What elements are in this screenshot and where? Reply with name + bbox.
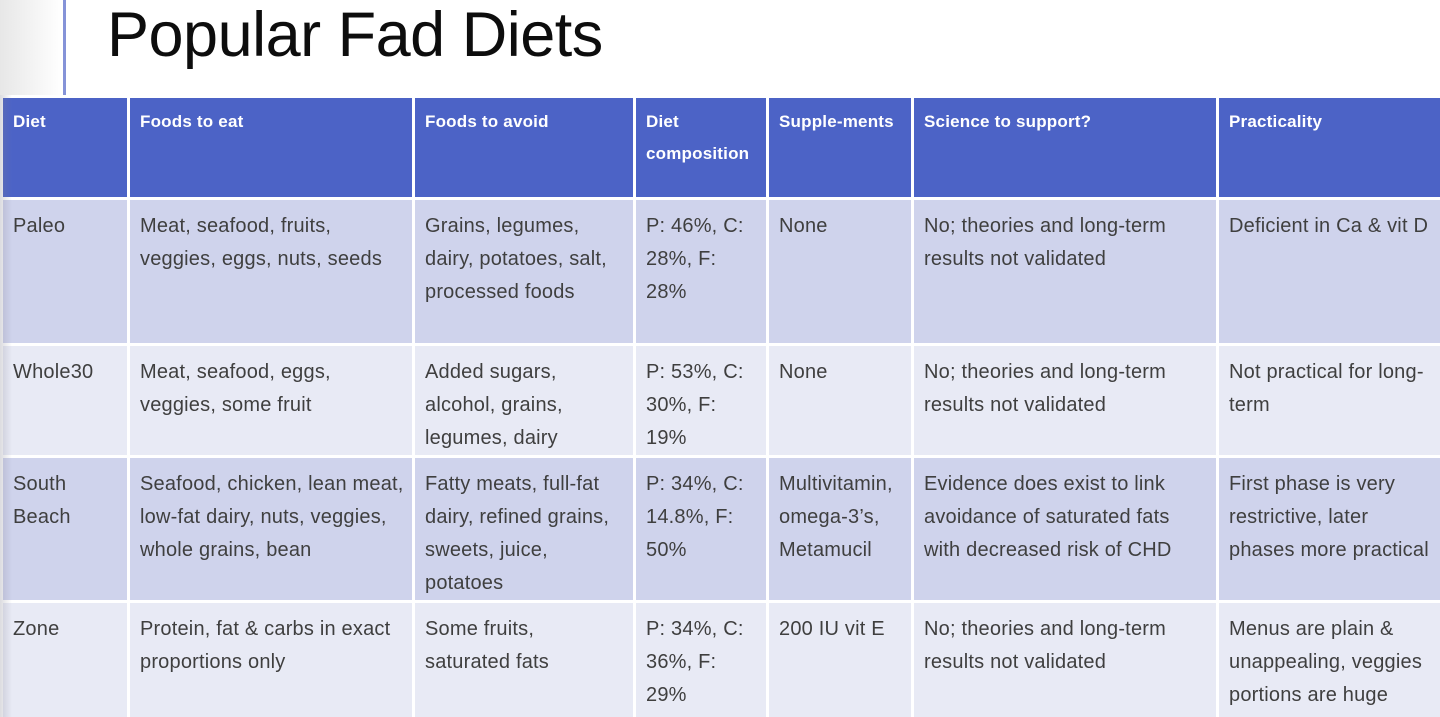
cell-science: No; theories and long-term results not v… — [911, 600, 1219, 717]
cell-diet-composition: P: 34%, C: 14.8%, F: 50% — [633, 455, 769, 603]
cell-diet-name: Zone — [0, 600, 130, 717]
column-header-diet-composition: Diet composition — [633, 95, 769, 200]
cell-science: Evidence does exist to link avoidance of… — [911, 455, 1219, 603]
table-row-paleo: Paleo Meat, seafood, fruits, veggies, eg… — [0, 197, 1440, 346]
table-row-south-beach: South Beach Seafood, chicken, lean meat,… — [0, 455, 1440, 603]
cell-practicality: Deficient in Ca & vit D — [1216, 197, 1440, 346]
cell-diet-composition: P: 46%, C: 28%, F: 28% — [633, 197, 769, 346]
column-header-science: Science to support? — [911, 95, 1219, 200]
column-header-diet: Diet — [0, 95, 130, 200]
cell-practicality: Menus are plain & unappealing, veggies p… — [1216, 600, 1440, 717]
cell-science: No; theories and long-term results not v… — [911, 197, 1219, 346]
cell-science: No; theories and long-term results not v… — [911, 343, 1219, 458]
column-header-supplements: Supple-ments — [766, 95, 914, 200]
title-accent-rule — [63, 0, 66, 95]
cell-foods-to-avoid: Some fruits, saturated fats — [412, 600, 636, 717]
cell-foods-to-eat: Meat, seafood, fruits, veggies, eggs, nu… — [127, 197, 415, 346]
column-header-foods-to-eat: Foods to eat — [127, 95, 415, 200]
cell-foods-to-eat: Protein, fat & carbs in exact proportion… — [127, 600, 415, 717]
cell-diet-name: South Beach — [0, 455, 130, 603]
cell-foods-to-avoid: Added sugars, alcohol, grains, legumes, … — [412, 343, 636, 458]
cell-supplements: None — [766, 343, 914, 458]
cell-supplements: 200 IU vit E — [766, 600, 914, 717]
cell-diet-name: Whole30 — [0, 343, 130, 458]
cell-supplements: None — [766, 197, 914, 346]
cell-foods-to-eat: Meat, seafood, eggs, veggies, some fruit — [127, 343, 415, 458]
table-header-row: Diet Foods to eat Foods to avoid Diet co… — [0, 95, 1440, 200]
cell-foods-to-eat: Seafood, chicken, lean meat, low-fat dai… — [127, 455, 415, 603]
slide-title: Popular Fad Diets — [107, 0, 603, 70]
cell-supplements: Multivitamin, omega-3’s, Metamucil — [766, 455, 914, 603]
cell-foods-to-avoid: Fatty meats, full-fat dairy, refined gra… — [412, 455, 636, 603]
cell-foods-to-avoid: Grains, legumes, dairy, potatoes, salt, … — [412, 197, 636, 346]
column-header-foods-to-avoid: Foods to avoid — [412, 95, 636, 200]
cell-diet-composition: P: 53%, C: 30%, F: 19% — [633, 343, 769, 458]
cell-practicality: Not practical for long-term — [1216, 343, 1440, 458]
cell-diet-composition: P: 34%, C: 36%, F: 29% — [633, 600, 769, 717]
table-row-whole30: Whole30 Meat, seafood, eggs, veggies, so… — [0, 343, 1440, 458]
fad-diets-table: Diet Foods to eat Foods to avoid Diet co… — [0, 95, 1440, 717]
cell-practicality: First phase is very restrictive, later p… — [1216, 455, 1440, 603]
table-row-zone: Zone Protein, fat & carbs in exact propo… — [0, 600, 1440, 717]
slide-edge-shade — [0, 0, 62, 95]
cell-diet-name: Paleo — [0, 197, 130, 346]
column-header-practicality: Practicality — [1216, 95, 1440, 200]
